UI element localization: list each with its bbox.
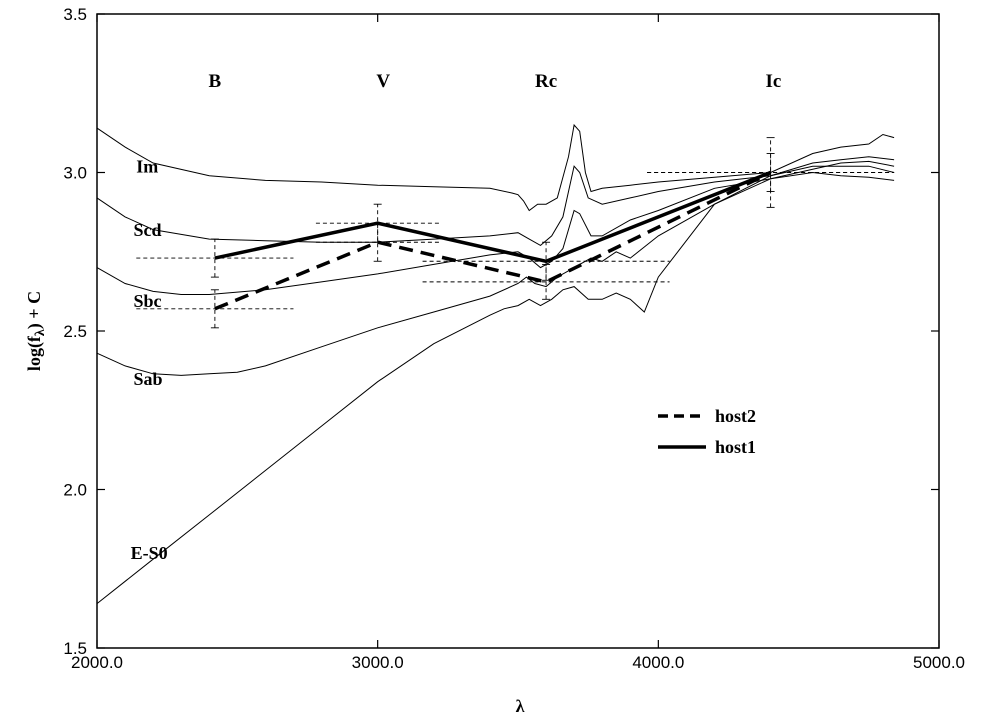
legend: host2 host1 — [658, 406, 756, 457]
legend-label-host2: host2 — [715, 406, 756, 426]
sed-curve-sbc — [96, 160, 895, 295]
error-bars — [136, 137, 895, 329]
sed-curve-e-s0 — [96, 171, 895, 604]
sed-label-im: Im — [136, 157, 158, 177]
x-tick-label-0: 2000.0 — [71, 653, 123, 672]
sed-curve-scd — [96, 156, 895, 247]
sed-label-sbc: Sbc — [133, 291, 161, 311]
band-label-b: B — [209, 71, 222, 92]
sed-label-e-s0: E-S0 — [131, 543, 168, 563]
series-line-host2 — [214, 170, 772, 311]
x-tick-label-1: 3000.0 — [352, 653, 404, 672]
y-tick-label-4: 3.5 — [63, 5, 87, 24]
band-label-rc: Rc — [535, 71, 557, 92]
series-line-host1 — [214, 170, 772, 264]
x-tick-label-3: 5000.0 — [913, 653, 965, 672]
host-series — [214, 170, 772, 311]
y-axis-title: log(fλ) + C — [24, 291, 48, 371]
y-tick-label-2: 2.5 — [63, 322, 87, 341]
y-tick-label-1: 2.0 — [63, 481, 87, 500]
sed-label-scd: Scd — [133, 220, 161, 240]
legend-label-host1: host1 — [715, 437, 756, 457]
band-label-v: V — [376, 71, 390, 92]
y-axis-title-subscript: λ — [33, 329, 48, 336]
annotations: Im Scd Sbc Sab E-S0 B V Rc Ic — [131, 71, 782, 563]
y-tick-label-3: 3.0 — [63, 164, 87, 183]
y-axis-title-tail: ) + C — [24, 291, 45, 329]
axis-ticks: 2000.0 3000.0 4000.0 5000.0 1.5 2.0 2.5 3.0 3.5 — [63, 5, 965, 672]
sed-curve-sab — [96, 165, 895, 376]
x-axis-title: λ — [516, 696, 525, 715]
sed-templates — [96, 123, 895, 604]
y-tick-label-0: 1.5 — [63, 639, 87, 658]
band-label-ic: Ic — [765, 71, 781, 92]
y-axis-title-main: log(f — [24, 335, 45, 371]
plot-frame — [96, 13, 940, 649]
x-tick-label-2: 4000.0 — [632, 653, 684, 672]
sed-label-sab: Sab — [133, 369, 162, 389]
